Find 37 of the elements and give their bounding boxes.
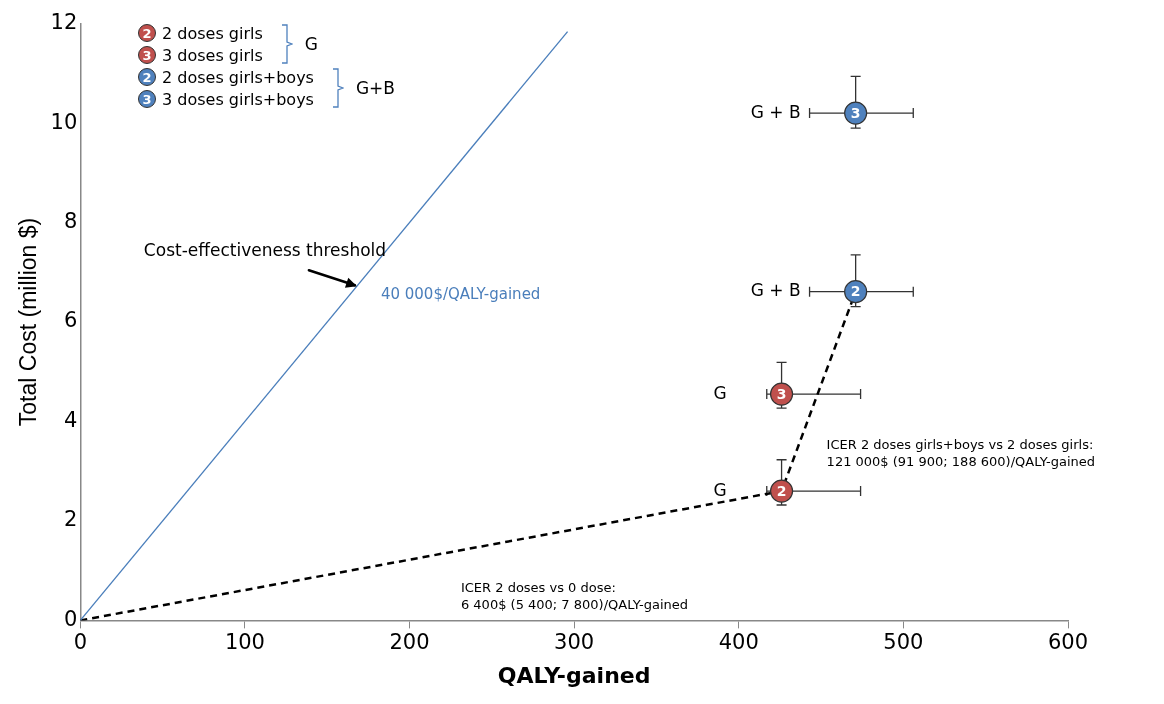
x-axis-title: QALY-gained: [497, 662, 651, 688]
annotation: G: [713, 382, 727, 403]
legend-label: 3 doses girls: [162, 45, 263, 65]
y-tick-label: 2: [63, 507, 78, 532]
annotation: G: [304, 34, 318, 54]
x-tick-label: 300: [554, 630, 595, 655]
annotation: G + B: [750, 101, 801, 122]
y-tick-label: 8: [63, 208, 78, 233]
text: 2: [142, 25, 152, 41]
text: 3: [142, 47, 152, 63]
annotation: Cost-effectiveness threshold: [143, 239, 387, 260]
annotation: ICER 2 doses girls+boys vs 2 doses girls: 121 000$ (91 900; 188 600)/QALY-gained: [826, 437, 1096, 470]
legend-label: 2 doses girls: [162, 23, 263, 43]
x-tick-label: 400: [718, 630, 759, 655]
x-tick-label: 500: [883, 630, 924, 655]
y-tick-label: 12: [50, 10, 78, 35]
text: 2: [142, 69, 152, 85]
y-tick-label: 4: [63, 407, 78, 432]
y-axis-title: Total Cost (million $): [15, 217, 42, 427]
annotation: G: [713, 479, 727, 500]
x-tick-label: 200: [389, 630, 430, 655]
legend-label: 3 doses girls+boys: [162, 89, 314, 109]
legend-label: 2 doses girls+boys: [162, 67, 314, 87]
annotation: G + B: [750, 280, 801, 301]
annotation: 3: [776, 385, 787, 402]
annotation: 40 000$/QALY-gained: [380, 284, 541, 303]
annotation: 2: [850, 283, 861, 300]
x-tick-label: 600: [1047, 630, 1089, 655]
y-tick-label: 6: [63, 308, 78, 333]
text: 3: [142, 91, 152, 107]
annotation: 3: [850, 104, 861, 121]
annotation: 2: [776, 482, 787, 499]
annotation: ICER 2 doses vs 0 dose: 6 400$ (5 400; 7 800)/QALY-gained: [460, 579, 689, 612]
x-tick-label: 100: [224, 630, 265, 655]
annotation: G+B: [355, 78, 396, 98]
y-tick-label: 10: [50, 109, 78, 134]
y-tick-label: 0: [63, 606, 78, 631]
